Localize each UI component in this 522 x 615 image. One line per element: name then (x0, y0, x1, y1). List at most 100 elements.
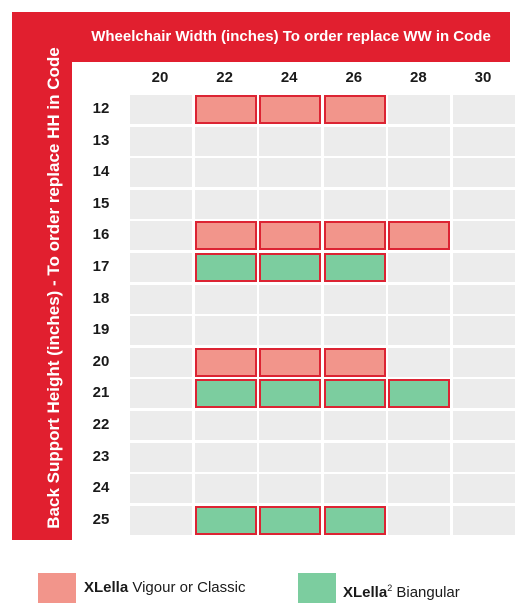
legend-label-biangular: Biangular (392, 584, 460, 601)
size-cell-empty (259, 189, 322, 219)
size-cell-empty (194, 126, 257, 156)
size-cell-vigour (323, 221, 386, 251)
size-cell-empty (130, 284, 192, 314)
size-cell-empty (130, 189, 192, 219)
size-cell-empty (323, 158, 386, 188)
size-cell-empty (388, 347, 451, 377)
size-cell-vigour (194, 347, 257, 377)
size-cell-vigour (323, 347, 386, 377)
size-cell-biangular (259, 253, 322, 282)
size-cell-empty (323, 442, 386, 472)
size-cell-vigour (388, 221, 451, 251)
size-cell-empty (323, 474, 386, 504)
row-header: 19 (92, 321, 110, 339)
size-cell-empty (194, 316, 257, 346)
row-header: 12 (92, 100, 110, 117)
size-cell-empty (388, 126, 451, 156)
size-cell-empty (130, 411, 192, 440)
size-cell-vigour (259, 95, 322, 124)
size-cell-empty (259, 442, 322, 472)
size-cell-empty (388, 505, 451, 535)
size-cell-empty (194, 284, 257, 314)
size-cell-empty (130, 158, 192, 188)
size-cell-empty (323, 126, 386, 156)
row-header: 25 (92, 510, 110, 528)
size-cell-empty (388, 474, 451, 504)
size-cell-biangular (194, 379, 257, 409)
size-cell-biangular (323, 253, 386, 282)
size-cell-empty (130, 474, 192, 504)
size-cell-empty (453, 379, 515, 409)
column-header: 24 (280, 69, 298, 86)
size-cell-empty (323, 189, 386, 219)
size-cell-empty (323, 411, 386, 440)
size-cell-empty (388, 411, 451, 440)
height-axis-title: Back Support Height (inches) - To order … (44, 47, 63, 529)
size-cell-vigour (194, 221, 257, 251)
size-cell-empty (453, 442, 515, 472)
row-header: 23 (92, 447, 110, 465)
size-cell-empty (453, 158, 515, 188)
size-cell-empty (453, 505, 515, 535)
size-cell-empty (453, 126, 515, 156)
row-header: 14 (92, 163, 110, 181)
size-cell-biangular (388, 379, 451, 409)
size-cell-empty (388, 442, 451, 472)
size-cell-empty (388, 95, 451, 124)
size-cell-empty (259, 411, 322, 440)
legend-brand-biangular: XLella (343, 584, 388, 601)
size-cell-vigour (259, 221, 322, 251)
column-header: 20 (151, 69, 169, 86)
size-cell-vigour (323, 95, 386, 124)
size-cell-empty (130, 442, 192, 472)
row-header: 24 (92, 479, 110, 497)
size-cell-biangular (259, 379, 322, 409)
size-cell-empty (388, 284, 451, 314)
size-cell-empty (453, 95, 515, 124)
size-cell-empty (388, 253, 451, 282)
size-cell-empty (194, 474, 257, 504)
legend-swatch-biangular (298, 573, 336, 603)
row-header: 22 (92, 416, 110, 433)
size-cell-empty (130, 95, 192, 124)
size-cell-vigour (194, 95, 257, 124)
height-axis-banner: Back Support Height (inches) - To order … (12, 12, 72, 540)
size-cell-empty (323, 284, 386, 314)
column-header: 28 (410, 69, 427, 86)
size-cell-empty (453, 347, 515, 377)
size-cell-empty (323, 316, 386, 346)
size-cell-empty (194, 411, 257, 440)
size-cell-biangular (259, 505, 322, 535)
legend-brand-vigour: XLella (84, 579, 129, 596)
size-cell-empty (130, 221, 192, 251)
size-cell-empty (453, 284, 515, 314)
column-header: 30 (474, 69, 492, 86)
row-header: 17 (92, 258, 110, 275)
size-cell-empty (259, 126, 322, 156)
size-cell-empty (130, 505, 192, 535)
size-cell-empty (453, 189, 515, 219)
size-cell-empty (259, 158, 322, 188)
size-cell-empty (453, 411, 515, 440)
size-cell-empty (130, 126, 192, 156)
size-cell-empty (130, 379, 192, 409)
size-cell-empty (259, 474, 322, 504)
row-header: 15 (92, 194, 110, 212)
row-header: 18 (92, 289, 110, 307)
size-cell-empty (453, 253, 515, 282)
size-cell-biangular (194, 505, 257, 535)
row-header: 16 (92, 226, 110, 244)
size-cell-empty (388, 189, 451, 219)
legend-label-vigour: Vigour or Classic (128, 579, 246, 596)
size-cell-biangular (194, 253, 257, 282)
size-cell-empty (259, 284, 322, 314)
legend-item-vigour: XLella Vigour or Classic (84, 573, 245, 603)
size-cell-empty (194, 189, 257, 219)
size-cell-empty (194, 158, 257, 188)
legend-item-biangular: XLella2 Biangular (343, 573, 460, 603)
size-cell-biangular (323, 379, 386, 409)
size-cell-empty (130, 253, 192, 282)
size-cell-empty (194, 442, 257, 472)
width-axis-title: Wheelchair Width (inches) To order repla… (91, 28, 491, 45)
column-header: 22 (216, 69, 233, 86)
